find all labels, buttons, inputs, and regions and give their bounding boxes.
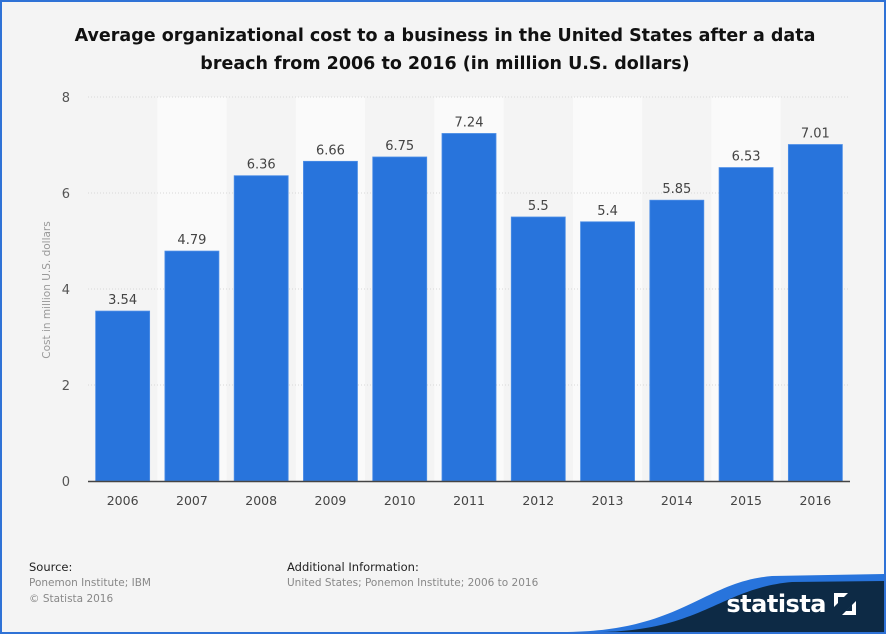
bar-2011 [441,133,497,482]
y-tick-label: 6 [62,187,70,202]
bar-2010 [372,156,428,482]
data-label: 5.4 [597,204,618,219]
source-label: Source: [29,560,73,574]
bar-2015 [718,167,774,482]
brand-name: statista [726,590,826,618]
y-axis-label: Cost in million U.S. dollars [41,221,53,358]
x-tick-label: 2015 [730,493,762,508]
y-tick-label: 0 [62,475,70,490]
source-line: Ponemon Institute; IBM [29,577,151,589]
data-label: 3.54 [108,293,137,308]
x-tick-label: 2016 [799,493,831,508]
chart-title: Average organizational cost to a busines… [74,26,816,74]
data-label: 4.79 [177,233,206,248]
bar-2013 [580,221,635,482]
data-label: 6.53 [732,150,761,165]
additional-info-block: Additional Information: United States; P… [287,559,538,591]
bar-2016 [787,144,843,482]
x-tick-label: 2008 [245,493,277,508]
bar-2008 [233,175,289,482]
copyright-line: © Statista 2016 [29,593,114,605]
x-tick-label: 2007 [176,493,208,508]
data-label: 6.36 [247,158,276,173]
bar-2006 [95,310,151,482]
additional-info-text: United States; Ponemon Institute; 2006 t… [287,577,539,589]
bar-2009 [303,160,358,482]
x-tick-label: 2014 [661,493,693,508]
data-label: 5.5 [528,199,549,214]
y-tick-label: 8 [62,91,70,106]
source-block: Source: Ponemon Institute; IBM © Statist… [29,559,151,607]
data-label: 7.24 [455,115,484,130]
bar-2014 [649,199,705,482]
statista-logo-icon [834,593,856,615]
x-tick-label: 2012 [522,493,554,508]
bar-2012 [510,216,566,482]
x-tick-label: 2011 [453,493,485,508]
data-label: 6.75 [385,139,414,154]
additional-info-label: Additional Information: [287,560,419,574]
x-tick-label: 2010 [384,493,416,508]
x-tick-label: 2013 [592,493,624,508]
statista-logo: statista [726,590,856,618]
y-tick-label: 4 [62,283,70,298]
y-tick-label: 2 [62,379,70,394]
bar-2007 [164,250,220,482]
x-tick-label: 2006 [107,493,139,508]
x-tick-label: 2009 [315,493,347,508]
data-label: 6.66 [316,143,345,158]
data-label: 5.85 [662,182,691,197]
data-label: 7.01 [801,127,830,142]
